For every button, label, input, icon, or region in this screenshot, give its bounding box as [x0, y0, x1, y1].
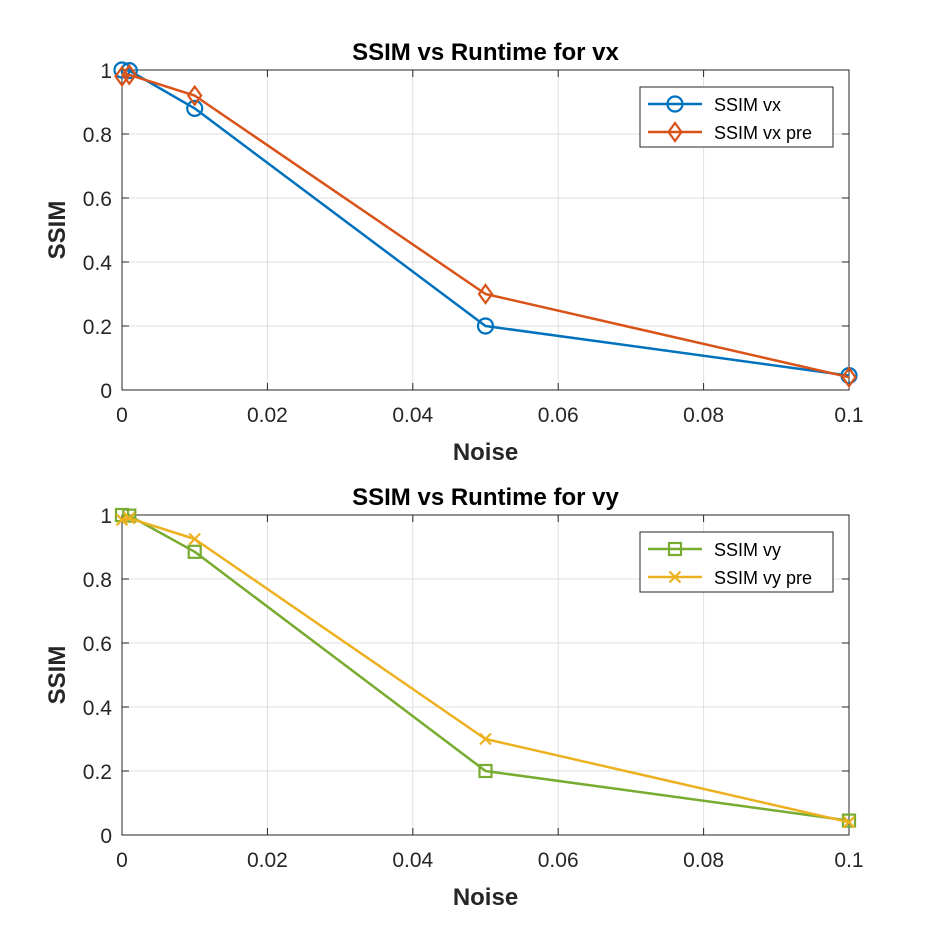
- legend-item: SSIM vx: [648, 95, 781, 115]
- y-tick-label: 0.4: [83, 697, 113, 720]
- x-tick-label: 0: [116, 404, 128, 427]
- x-axis-label: Noise: [453, 884, 518, 911]
- legend-label: SSIM vy: [714, 540, 781, 560]
- chart-title: SSIM vs Runtime for vx: [352, 39, 619, 66]
- y-tick-label: 0.2: [83, 316, 112, 339]
- data-point: [842, 815, 856, 829]
- y-tick-label: 0: [100, 825, 112, 848]
- axes-box: [121, 69, 850, 391]
- y-tick-label: 0: [100, 380, 112, 403]
- data-point: [113, 61, 131, 79]
- legend-item: SSIM vx pre: [648, 121, 812, 143]
- data-point: [188, 532, 201, 546]
- legend-marker: [668, 570, 682, 584]
- data-point: [120, 62, 138, 80]
- y-tick-label: 0.8: [83, 569, 112, 592]
- x-tick-label: 0.06: [538, 849, 579, 872]
- data-point: [186, 99, 204, 118]
- data-point: [478, 763, 493, 779]
- x-tick-label: 0.08: [683, 404, 724, 427]
- y-tick-label: 0.6: [83, 633, 112, 656]
- legend: SSIM vy SSIM vy pre: [639, 531, 834, 593]
- x-tick-label: 0.04: [392, 849, 433, 872]
- y-axis-label: SSIM: [44, 201, 71, 260]
- x-tick-label: 0.04: [392, 404, 433, 427]
- chart-panel-1: 0 0.02 0.04 0.06 0.08 0.1 0 0.2 0.4 0.6 0.8 1 SSIM v…: [44, 39, 864, 466]
- legend-item: SSIM vy pre: [648, 568, 812, 588]
- legend: SSIM vx SSIM vx pre: [639, 86, 834, 148]
- data-point: [122, 508, 137, 523]
- x-tick-label: 0.02: [247, 849, 288, 872]
- chart-panel-2: 0 0.02 0.04 0.06 0.08 0.1 0 0.2 0.4 0.6 0.8 1 SSIM v…: [44, 484, 864, 911]
- chart-title: SSIM vs Runtime for vy: [352, 484, 619, 511]
- data-point: [186, 84, 203, 107]
- legend-marker: [666, 95, 684, 113]
- y-tick-label: 1: [100, 60, 112, 83]
- legend-label: SSIM vx pre: [714, 123, 812, 143]
- legend-item: SSIM vy: [648, 540, 781, 560]
- y-tick-label: 0.2: [83, 761, 112, 784]
- y-tick-label: 0.6: [83, 188, 112, 211]
- x-axis-label: Noise: [453, 439, 518, 466]
- series-ssim-vy-pre: [115, 511, 856, 829]
- data-point: [122, 511, 136, 525]
- data-point: [187, 544, 202, 559]
- legend-label: SSIM vy pre: [714, 568, 812, 588]
- x-tick-label: 0.08: [683, 849, 724, 872]
- data-point: [479, 732, 492, 746]
- data-point: [477, 283, 494, 305]
- legend-marker: [667, 541, 683, 557]
- y-axis-label: SSIM: [44, 646, 71, 705]
- y-tick-label: 0.4: [83, 252, 113, 275]
- data-point: [841, 366, 857, 389]
- legend-marker: [667, 121, 683, 143]
- x-tick-label: 0.02: [247, 404, 288, 427]
- y-tick-label: 0.8: [83, 124, 112, 147]
- x-tick-label: 0.1: [834, 849, 863, 872]
- data-point: [121, 63, 138, 86]
- data-point: [476, 317, 495, 335]
- x-tick-label: 0.06: [538, 404, 579, 427]
- data-point: [114, 65, 130, 88]
- y-tick-label: 1: [100, 505, 112, 528]
- x-tick-label: 0.1: [834, 404, 863, 427]
- series-ssim-vx-pre: [114, 63, 857, 389]
- x-tick-label: 0: [116, 849, 128, 872]
- legend-label: SSIM vx: [714, 95, 781, 115]
- axes-box: [121, 514, 850, 836]
